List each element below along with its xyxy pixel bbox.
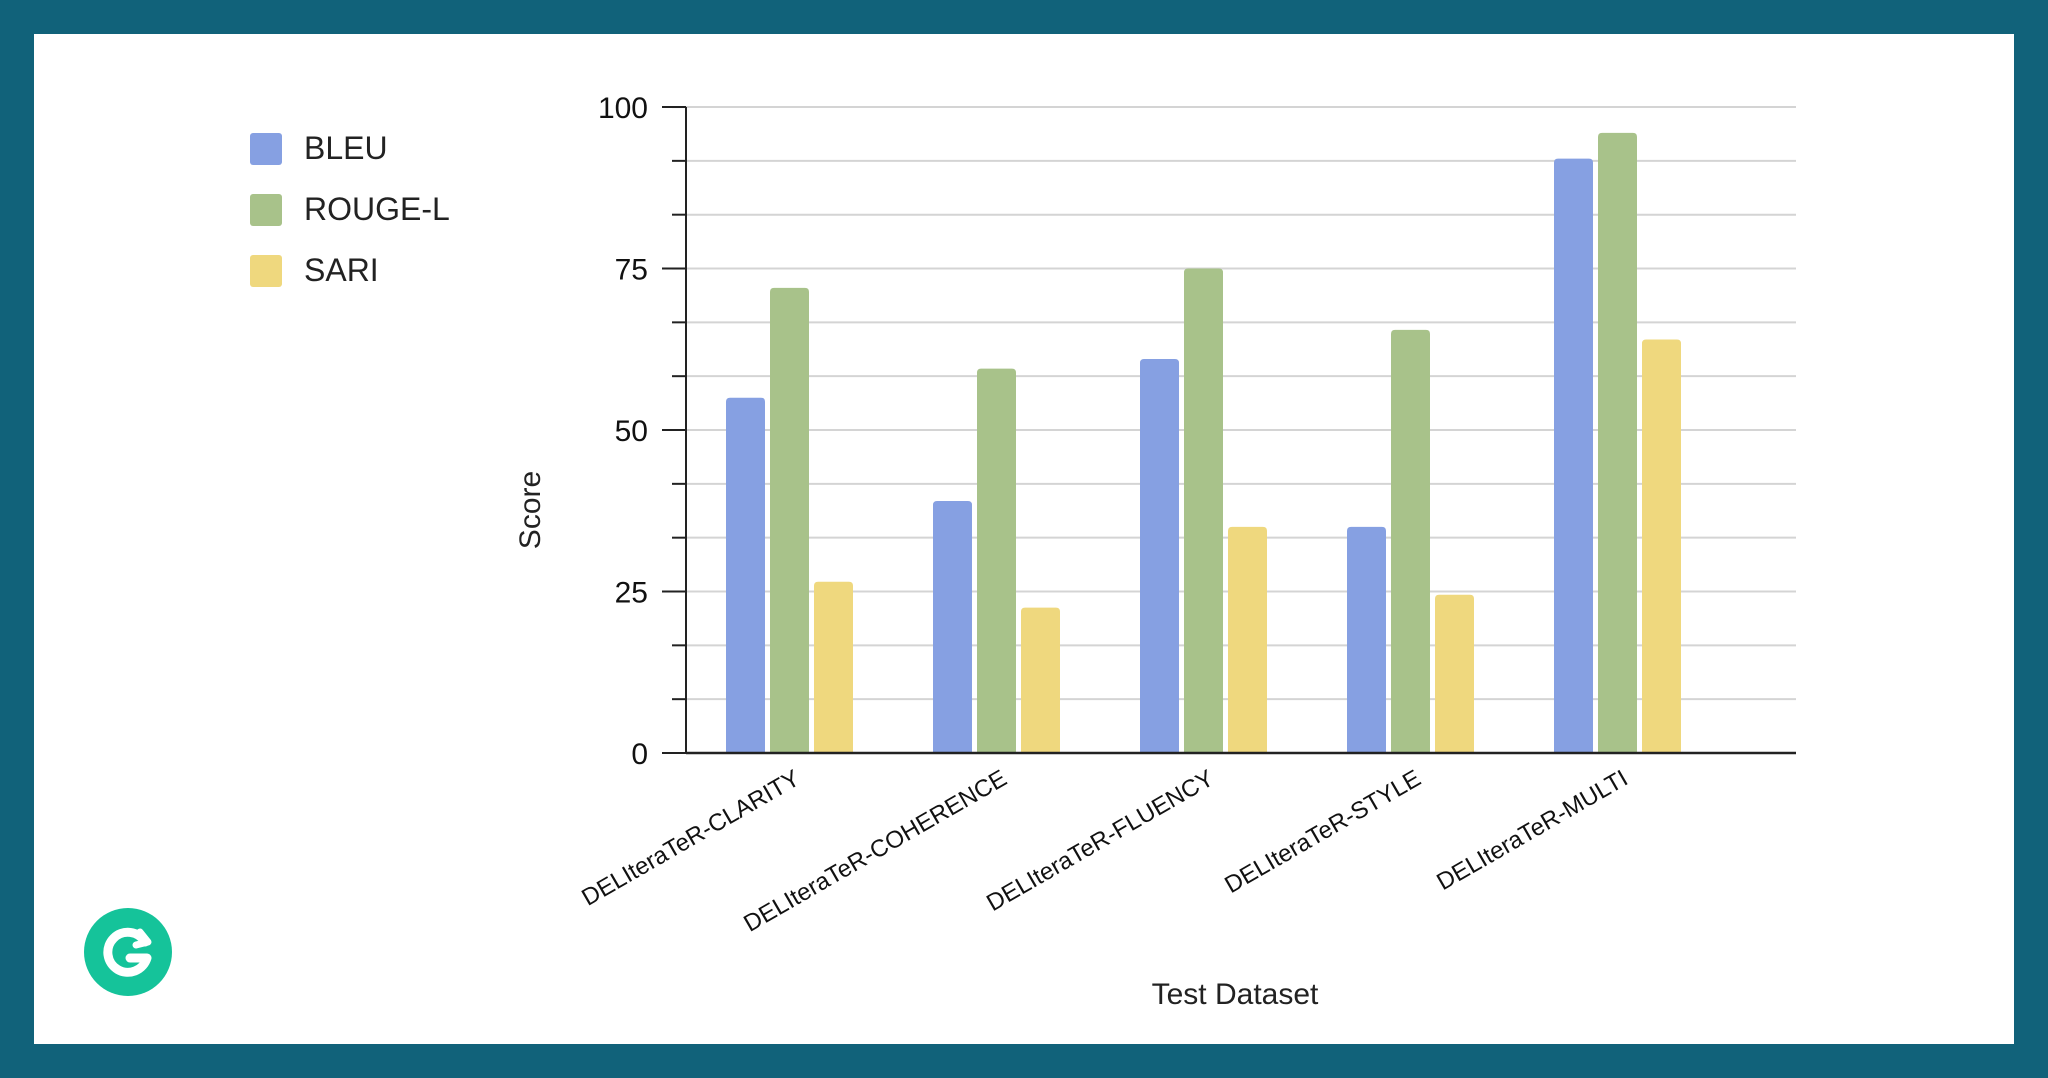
legend-swatch (250, 254, 282, 287)
axes (662, 106, 1796, 755)
bar-bleu (1140, 358, 1179, 753)
legend-item: SARI (250, 240, 450, 301)
grammarly-logo (84, 908, 172, 996)
legend-swatch (250, 193, 282, 226)
legend-swatch (250, 132, 282, 165)
bar-chart: 0 25 50 75 100 DELIteraTeR-CLARITY DELIteraTeR… (514, 92, 1796, 1011)
bar-sari (1435, 594, 1474, 753)
y-tick-label: 25 (615, 577, 648, 610)
grammarly-g-icon (84, 908, 172, 996)
bar-sari (1228, 526, 1267, 753)
bar-sari (814, 581, 853, 753)
bar-rouge-l (1391, 329, 1430, 753)
x-tick-label: DELIteraTeR-CLARITY (577, 765, 804, 912)
legend-label: BLEU (304, 130, 388, 166)
chart-card: 0 25 50 75 100 DELIteraTeR-CLARITY DELIteraTeR… (34, 34, 2014, 1044)
y-axis-label: Score (514, 471, 547, 549)
bar-bleu (726, 397, 765, 753)
bar-sari (1642, 339, 1681, 753)
legend: BLEU ROUGE-L SARI (250, 118, 450, 301)
x-tick-label: DELIteraTeR-MULTI (1432, 765, 1632, 896)
y-tick-label: 50 (615, 415, 648, 448)
bar-sari (1021, 607, 1060, 753)
y-tick-label: 75 (615, 254, 648, 287)
bars (726, 132, 1681, 754)
bar-bleu (1347, 526, 1386, 753)
bar-rouge-l (1184, 268, 1223, 753)
y-tick-label: 0 (631, 738, 648, 771)
legend-item: BLEU (250, 118, 450, 179)
bar-bleu (1554, 158, 1593, 753)
legend-label: ROUGE-L (304, 191, 450, 227)
legend-label: SARI (304, 252, 379, 288)
y-tick-label: 100 (598, 92, 648, 125)
bar-rouge-l (770, 287, 809, 753)
x-axis-label: Test Dataset (1152, 978, 1319, 1011)
bar-rouge-l (977, 368, 1016, 753)
x-tick-label: DELIteraTeR-STYLE (1220, 765, 1425, 899)
x-tick-label: DELIteraTeR-FLUENCY (982, 765, 1218, 917)
legend-item: ROUGE-L (250, 179, 450, 240)
bar-rouge-l (1598, 132, 1637, 754)
bar-bleu (933, 501, 972, 753)
